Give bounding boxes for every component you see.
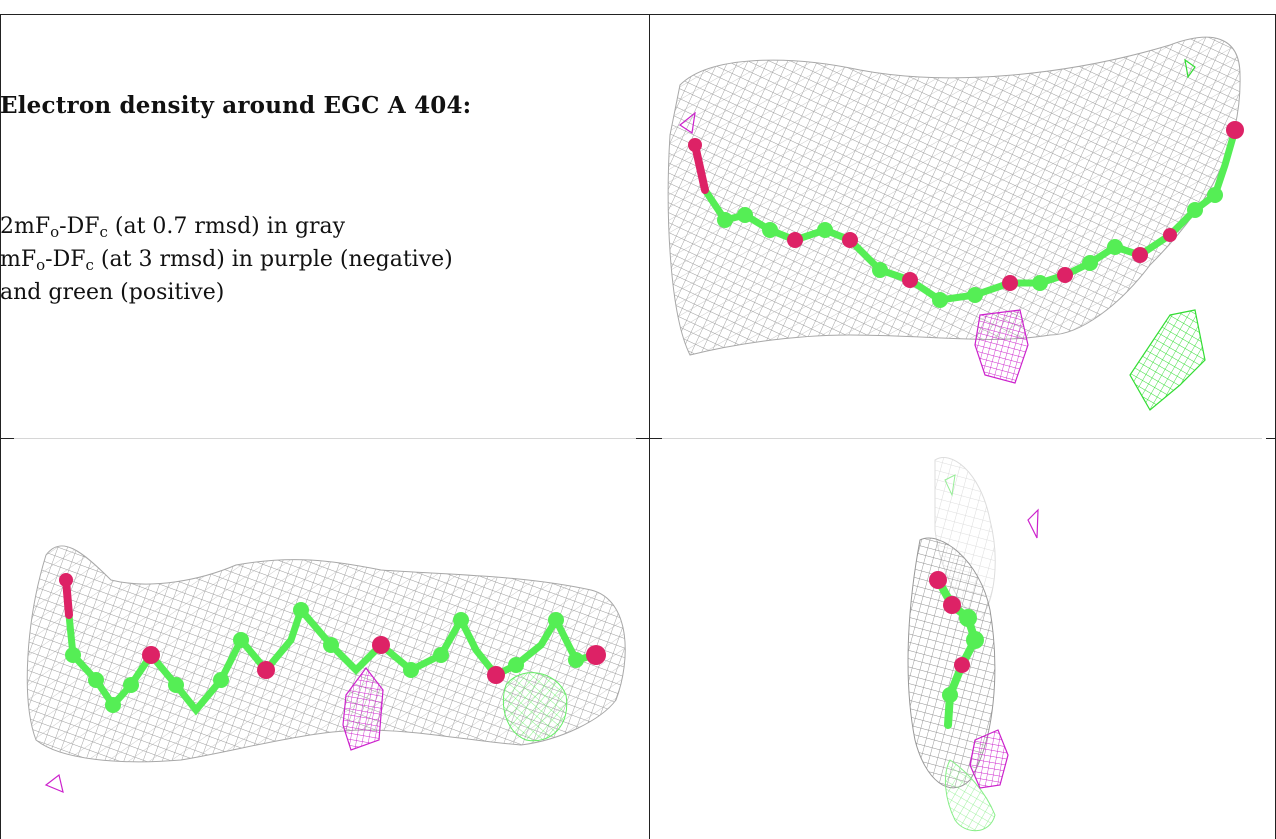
density-view-top-right xyxy=(650,15,1275,438)
caption-line-green: and green (positive) xyxy=(0,280,225,305)
negative-density-small xyxy=(44,773,64,793)
ligand-stick-model xyxy=(688,121,1244,308)
caption-line-2fo-fc: 2mFo-DFc (at 0.7 rmsd) in gray xyxy=(0,214,346,241)
negative-density-blob xyxy=(969,729,1009,789)
negative-density-small xyxy=(678,111,696,135)
ligand-stick-model xyxy=(59,573,606,716)
negative-density-blob xyxy=(342,667,384,751)
table-border-top xyxy=(0,14,1276,15)
density-view-bottom-left xyxy=(1,440,648,839)
positive-density-blob xyxy=(1129,309,1206,411)
density-figure-1 xyxy=(667,36,1244,411)
caption-title: Electron density around EGC A 404: xyxy=(0,92,472,119)
density-figure-3 xyxy=(907,457,1039,832)
ligand-stick-model xyxy=(929,571,984,729)
row-separator-tick-mid xyxy=(636,438,662,439)
negative-density-blob xyxy=(974,309,1029,384)
positive-density-blob xyxy=(502,672,568,742)
negative-density-small xyxy=(1027,508,1039,539)
positive-density-blob xyxy=(945,759,996,832)
caption-cell: Electron density around EGC A 404: 2mFo-… xyxy=(0,14,648,438)
table-border-left xyxy=(0,14,1,839)
caption-description: 2mFo-DFc (at 0.7 rmsd) in gray mFo-DFc (… xyxy=(0,210,648,309)
caption-line-fo-fc: mFo-DFc (at 3 rmsd) in purple (negative) xyxy=(0,247,453,274)
positive-density-small xyxy=(944,474,956,497)
row-separator-tick-right xyxy=(1266,438,1276,439)
density-figure-2 xyxy=(26,545,626,793)
row-separator-tick-left xyxy=(0,438,14,439)
positive-density-small xyxy=(1184,58,1196,79)
density-view-bottom-right xyxy=(650,440,1275,839)
table-border-middle xyxy=(649,14,650,839)
